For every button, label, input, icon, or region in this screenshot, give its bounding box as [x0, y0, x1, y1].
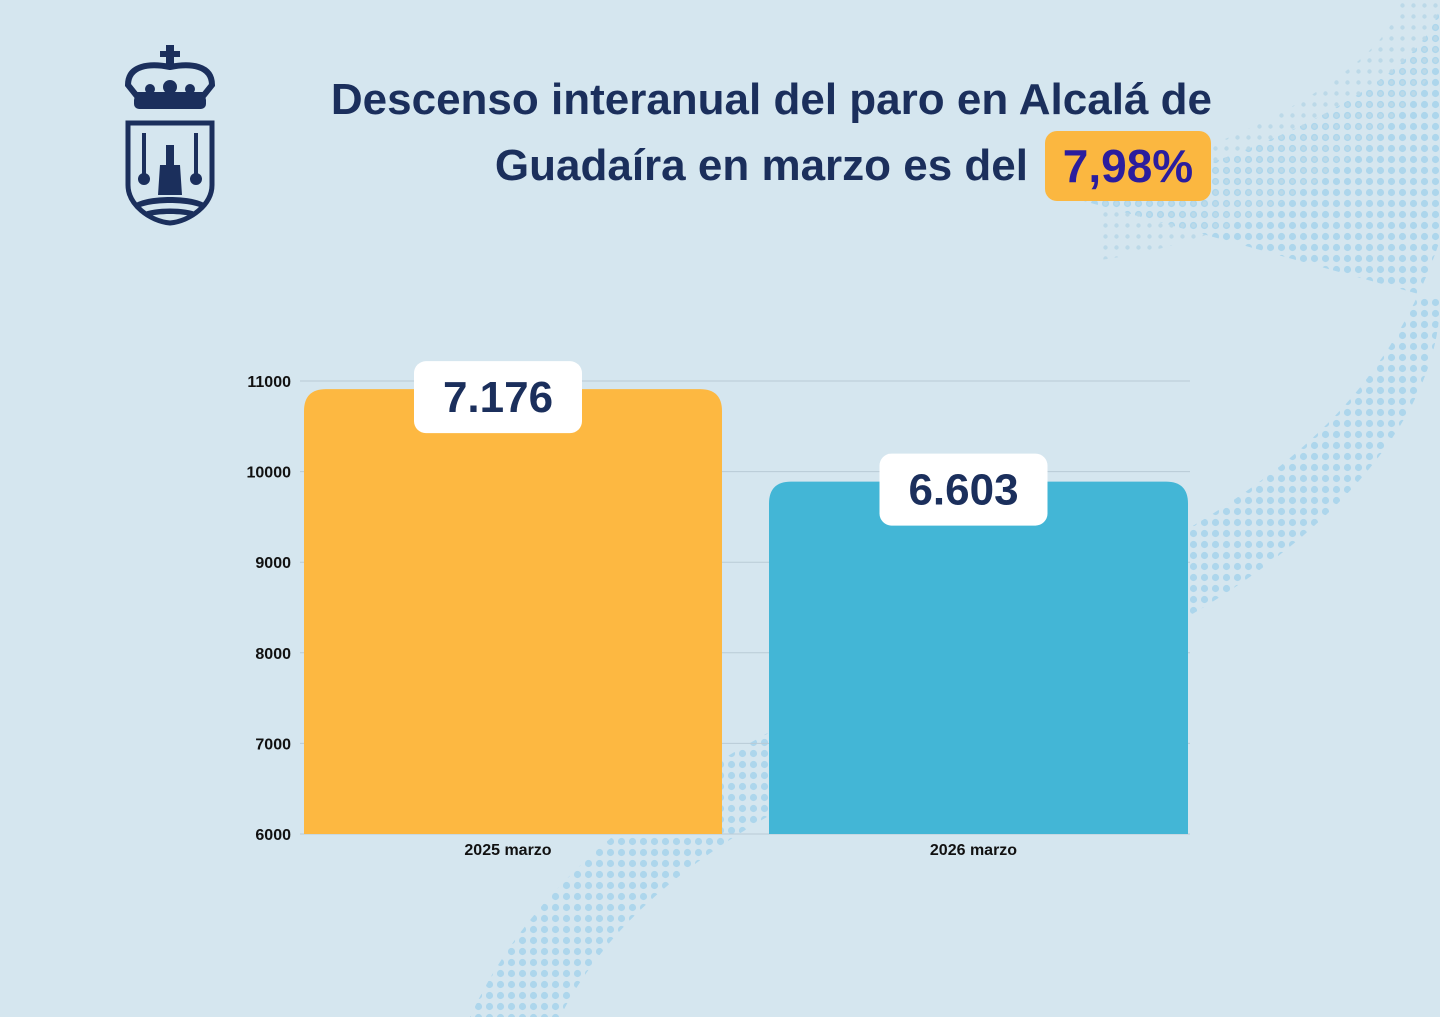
data-label-box	[414, 361, 582, 434]
y-tick-label: 7000	[255, 736, 291, 753]
data-label: 6.603	[908, 466, 1018, 515]
data-label-box	[879, 453, 1048, 526]
y-tick-label: 9000	[255, 555, 291, 572]
y-tick-label: 8000	[255, 646, 291, 663]
bar-2	[769, 481, 1188, 834]
y-tick-label: 11000	[247, 374, 291, 391]
bar-1	[304, 389, 722, 834]
title-line-1: Descenso interanual del paro en Alcalá d…	[330, 75, 1212, 124]
y-tick-label: 6000	[255, 827, 291, 844]
data-label: 7.176	[443, 373, 553, 422]
highlight-percentage: 7,98%	[1045, 131, 1211, 201]
x-tick-label: 2025 marzo	[464, 842, 551, 859]
x-tick-label: 2026 marzo	[930, 842, 1017, 859]
title-line-2: Guadaíra en marzo es del	[494, 141, 1028, 190]
city-coat-of-arms-logo	[124, 45, 216, 226]
y-tick-label: 10000	[247, 465, 292, 482]
